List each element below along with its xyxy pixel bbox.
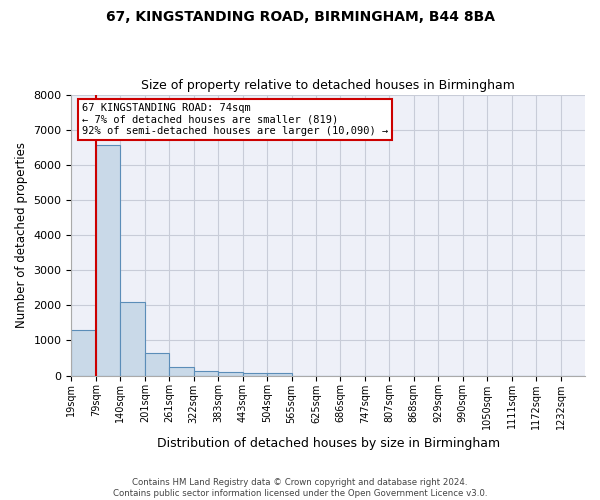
Text: 67, KINGSTANDING ROAD, BIRMINGHAM, B44 8BA: 67, KINGSTANDING ROAD, BIRMINGHAM, B44 8… — [106, 10, 494, 24]
Text: Contains HM Land Registry data © Crown copyright and database right 2024.
Contai: Contains HM Land Registry data © Crown c… — [113, 478, 487, 498]
Title: Size of property relative to detached houses in Birmingham: Size of property relative to detached ho… — [141, 79, 515, 92]
X-axis label: Distribution of detached houses by size in Birmingham: Distribution of detached houses by size … — [157, 437, 500, 450]
Bar — [145, 352, 169, 376]
Bar — [267, 374, 292, 376]
Bar — [71, 330, 96, 376]
Bar — [194, 371, 218, 376]
Bar — [218, 372, 242, 376]
Y-axis label: Number of detached properties: Number of detached properties — [15, 142, 28, 328]
Bar — [242, 374, 267, 376]
Bar — [121, 302, 145, 376]
Bar — [96, 146, 121, 376]
Text: 67 KINGSTANDING ROAD: 74sqm
← 7% of detached houses are smaller (819)
92% of sem: 67 KINGSTANDING ROAD: 74sqm ← 7% of deta… — [82, 103, 388, 136]
Bar — [169, 366, 194, 376]
